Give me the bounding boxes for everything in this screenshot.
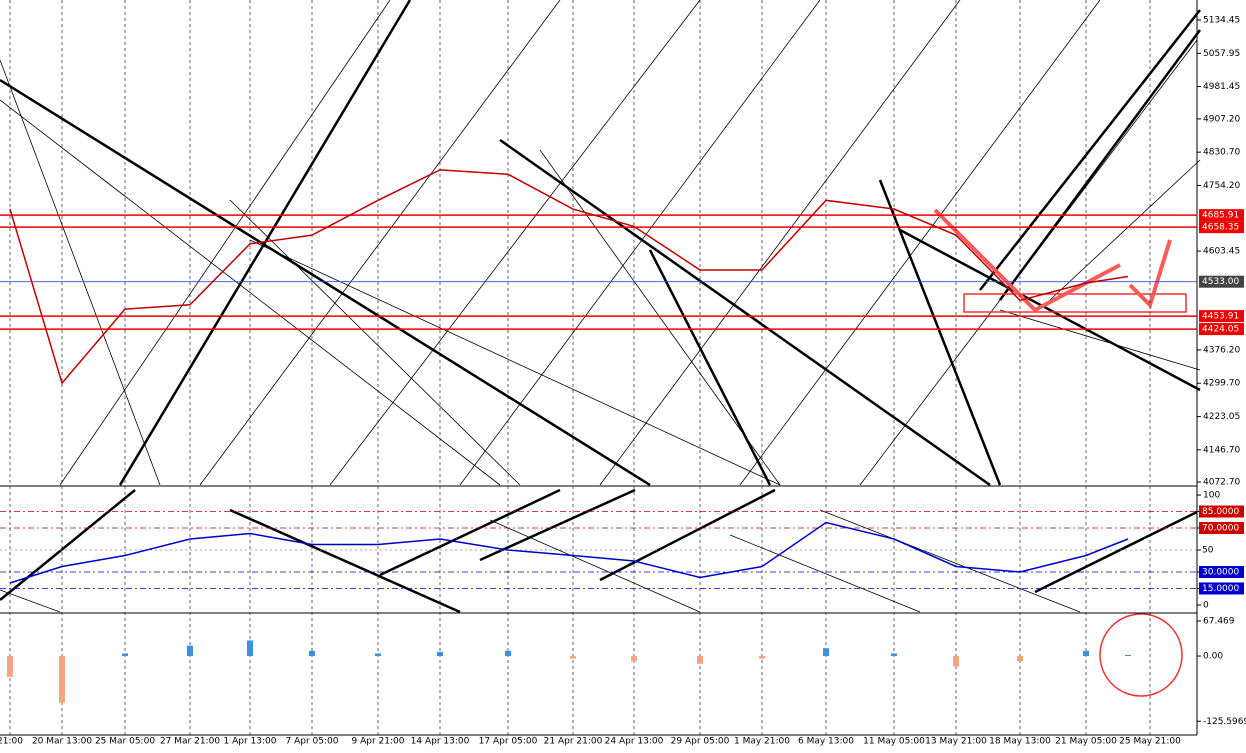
histogram-bar xyxy=(1125,655,1131,657)
y-tick-label: 0 xyxy=(1203,600,1209,610)
x-tick-label: 29 Apr 05:00 xyxy=(671,737,730,747)
histogram-bar xyxy=(1017,656,1023,662)
histogram-bar xyxy=(570,656,576,659)
y-tick-label: 4603.45 xyxy=(1203,247,1240,257)
level-label-bg xyxy=(1199,505,1244,518)
trend-lines xyxy=(0,0,1202,614)
y-tick-label: 30.0000 xyxy=(1202,567,1239,577)
x-tick-label: 11 May 05:00 xyxy=(863,737,925,747)
x-tick-label: 21 May 05:00 xyxy=(1055,737,1117,747)
y-tick-label: 4146.70 xyxy=(1203,445,1240,455)
x-tick-label: 24 Apr 13:00 xyxy=(605,737,664,747)
x-tick-label: 25 Mar 05:00 xyxy=(95,737,155,747)
histogram-bar xyxy=(247,640,253,657)
current-price-label: 4533.00 xyxy=(1202,277,1239,287)
histogram-bar xyxy=(309,650,315,657)
histogram-bar xyxy=(187,645,193,657)
x-tick-label: 14 Apr 13:00 xyxy=(411,737,470,747)
histogram-bar xyxy=(375,653,381,657)
histogram-bar xyxy=(59,656,65,703)
y-tick-label: 15.0000 xyxy=(1202,584,1239,594)
level-label: 4658.35 xyxy=(1202,223,1239,233)
x-tick-label: 20 Mar 13:00 xyxy=(32,737,92,747)
x-tick-label: 9 Apr 21:00 xyxy=(352,737,405,747)
x-tick-label: 21 Apr 21:00 xyxy=(544,737,603,747)
histogram-bar xyxy=(697,656,703,664)
histogram-bar xyxy=(759,656,765,659)
histogram-bar xyxy=(891,653,897,657)
level-label-bg xyxy=(1199,221,1244,234)
level-label: 4453.91 xyxy=(1202,312,1239,322)
y-tick-label: -125.5969 xyxy=(1203,717,1246,727)
x-tick-label: 1 May 21:00 xyxy=(734,737,790,747)
current-price-bg xyxy=(1199,275,1244,288)
y-tick-label: 100 xyxy=(1203,491,1220,501)
histogram-bar xyxy=(122,653,128,657)
y-tick-label: 70.0000 xyxy=(1202,524,1239,534)
markup-shapes xyxy=(933,208,1187,697)
y-tick-label: 0.00 xyxy=(1203,652,1223,662)
histogram-bar xyxy=(953,656,959,667)
y-tick-label: 5057.95 xyxy=(1203,49,1240,59)
x-tick-label: 21:00 xyxy=(0,737,23,747)
x-tick-label: 25 May 21:00 xyxy=(1119,737,1181,747)
histogram-bar xyxy=(437,651,443,657)
histogram-bar xyxy=(1083,650,1089,657)
y-tick-label: 4072.70 xyxy=(1203,477,1240,487)
x-tick-label: 13 May 21:00 xyxy=(925,737,987,747)
price-line xyxy=(9,169,1129,385)
y-tick-label: 4981.45 xyxy=(1203,82,1240,92)
x-tick-label: 6 May 13:00 xyxy=(798,737,854,747)
y-tick-label: 85.0000 xyxy=(1202,507,1239,517)
y-tick-label: 67.469 xyxy=(1203,616,1235,626)
y-tick-label: 5134.45 xyxy=(1203,15,1240,25)
y-tick-label: 50 xyxy=(1202,546,1214,556)
level-label: 4685.91 xyxy=(1202,211,1239,221)
level-label-bg xyxy=(1199,323,1244,336)
y-tick-label: 4223.05 xyxy=(1203,412,1240,422)
price-line xyxy=(9,521,1129,584)
level-label-bg xyxy=(1199,522,1244,535)
level-label: 4424.05 xyxy=(1202,325,1239,335)
y-tick-label: 4754.20 xyxy=(1203,181,1240,191)
x-tick-label: 27 Mar 21:00 xyxy=(160,737,220,747)
level-label-bg xyxy=(1199,209,1244,222)
histogram-bar xyxy=(505,650,511,657)
y-tick-label: 4299.70 xyxy=(1203,379,1240,389)
level-label-bg xyxy=(1199,582,1244,595)
level-label-bg xyxy=(1199,310,1244,323)
histogram-bar xyxy=(823,648,829,657)
x-tick-label: 1 Apr 13:00 xyxy=(224,737,277,747)
x-tick-label: 17 Apr 05:00 xyxy=(479,737,538,747)
y-tick-label: 4907.20 xyxy=(1203,114,1240,124)
histogram-bar xyxy=(7,656,13,677)
y-tick-label: 4830.70 xyxy=(1203,148,1240,158)
histogram-bar xyxy=(631,656,637,662)
x-tick-label: 7 Apr 05:00 xyxy=(286,737,339,747)
level-label-bg xyxy=(1199,565,1244,578)
y-tick-label: 4376.20 xyxy=(1203,345,1240,355)
x-tick-label: 18 May 13:00 xyxy=(989,737,1051,747)
